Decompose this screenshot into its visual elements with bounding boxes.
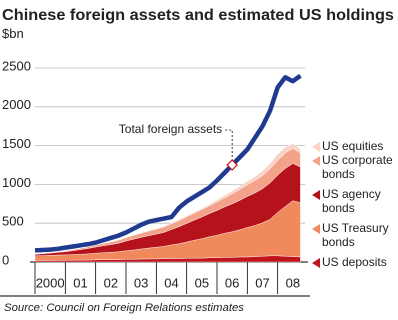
legend-label: US corporate bonds xyxy=(322,153,393,181)
legend-label: US Treasury bonds xyxy=(322,221,389,249)
legend-marker xyxy=(312,190,320,200)
x-tick-label: 05 xyxy=(195,275,209,290)
annotation: Total foreign assets xyxy=(119,122,222,136)
x-tick-label: 03 xyxy=(134,275,148,290)
x-tick-label: 02 xyxy=(104,275,118,290)
source: Source: Council on Foreign Relations est… xyxy=(4,302,245,314)
chart-title: Chinese foreign assets and estimated US … xyxy=(2,7,394,24)
x-tick-label: 04 xyxy=(164,275,178,290)
x-tick-label: 07 xyxy=(255,275,269,290)
y-tick-label: 1000 xyxy=(2,175,31,190)
areas xyxy=(34,143,301,263)
annotation-marker xyxy=(226,159,238,171)
y-tick-label: 2000 xyxy=(2,97,31,112)
y-tick-label: 500 xyxy=(2,214,24,229)
x-tick-label: 01 xyxy=(73,275,87,290)
legend-marker xyxy=(312,142,320,152)
area xyxy=(34,143,301,255)
legend-marker xyxy=(312,156,320,166)
chart-subtitle: $bn xyxy=(2,26,24,41)
legend-marker xyxy=(312,224,320,234)
legend-marker xyxy=(312,258,320,268)
legend-label: US deposits xyxy=(322,255,387,269)
line xyxy=(34,73,302,253)
legend-label: US agency bonds xyxy=(322,187,381,215)
y-tick-label: 2500 xyxy=(2,58,31,73)
x-tick-label: 06 xyxy=(225,275,239,290)
annotation-leader xyxy=(224,129,233,165)
legend-label: US equities xyxy=(322,139,384,153)
x-tick-label: 2000 xyxy=(36,275,65,290)
x-tick-label: 08 xyxy=(286,275,300,290)
y-tick-label: 1500 xyxy=(2,136,31,151)
y-tick-label: 0 xyxy=(2,252,9,267)
